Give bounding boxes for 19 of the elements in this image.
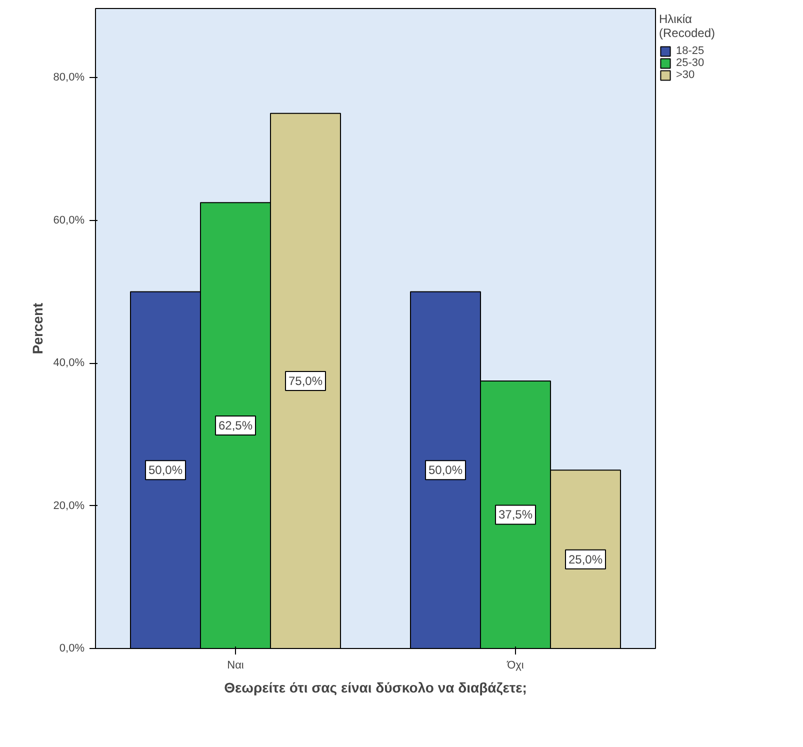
data-label: 25,0% bbox=[568, 552, 603, 566]
legend-title: Ηλικία (Recoded) bbox=[659, 12, 716, 40]
y-tick-label: 20,0% bbox=[53, 500, 85, 512]
data-label: 75,0% bbox=[288, 374, 323, 388]
y-tick-label: 80,0% bbox=[53, 72, 85, 84]
data-label: 50,0% bbox=[428, 463, 463, 478]
y-tick-label: 0,0% bbox=[59, 642, 85, 654]
x-axis-title: Θεωρείτε ότι σας είναι δύσκολο να διαβάζετε; bbox=[224, 680, 527, 696]
legend-label: >30 bbox=[676, 69, 696, 81]
x-tick-label: Ναι bbox=[227, 660, 244, 672]
data-label: 50,0% bbox=[148, 463, 183, 478]
legend-label: 18-25 bbox=[676, 45, 704, 57]
x-tick-label: Όχι bbox=[506, 660, 524, 672]
y-tick-label: 60,0% bbox=[53, 214, 85, 226]
legend-label: 25-30 bbox=[676, 57, 704, 69]
data-label: 62,5% bbox=[218, 418, 253, 433]
y-axis-title: Percent bbox=[29, 302, 46, 354]
y-tick-label: 40,0% bbox=[53, 357, 85, 370]
data-label: 37,5% bbox=[498, 508, 533, 522]
